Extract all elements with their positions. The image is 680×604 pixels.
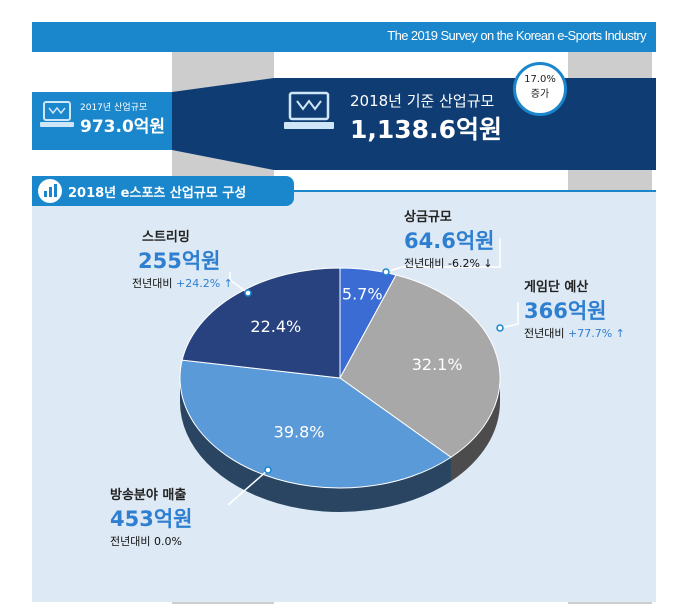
leader-line-team: [499, 302, 519, 329]
leader-dot-team: [496, 324, 504, 332]
callout-prize-amount: 64.6억원: [404, 229, 495, 253]
callout-team-amount: 366억원: [524, 299, 607, 323]
pie-label-prize: 5.7%: [342, 285, 383, 304]
callout-team-label: 게임단 예산: [524, 280, 589, 295]
callout-prize-yoy: 전년대비 -6.2% ↓: [404, 257, 493, 270]
callout-streaming: 스트리밍 255억원 전년대비 +24.2% ↑: [132, 226, 233, 291]
pie-slice-team: [339, 274, 501, 458]
growth-label: 증가: [530, 89, 550, 100]
pie-slice-streaming: [181, 267, 341, 379]
callout-prize: 상금규모 64.6억원 전년대비 -6.2% ↓: [404, 206, 494, 271]
growth-badge: 17.0% 증가: [513, 62, 567, 116]
callout-streaming-label: 스트리밍: [142, 230, 190, 245]
pie-slice-broadcast: [179, 359, 452, 489]
pie-label-streaming: 22.4%: [250, 317, 301, 336]
callout-broadcast-label: 방송분야 매출: [110, 488, 187, 503]
section-title: 2018년 e스포츠 산업규모 구성: [68, 186, 247, 201]
callout-streaming-amount: 255억원: [138, 249, 221, 273]
callout-team-yoy-value: +77.7% ↑: [567, 327, 625, 340]
leader-dot-streaming: [244, 289, 252, 297]
leader-dot-broadcast: [264, 466, 272, 474]
callout-prize-yoy-value: -6.2% ↓: [447, 257, 493, 270]
callout-broadcast-amount: 453억원: [110, 507, 193, 531]
callout-broadcast-yoy-value: 0.0%: [153, 535, 182, 548]
callout-broadcast: 방송분야 매출 453억원 전년대비 0.0%: [110, 484, 192, 549]
growth-pct: 17.0%: [524, 74, 556, 85]
leader-line-streaming: [229, 272, 249, 294]
header-title: The 2019 Survey on the Korean e-Sports I…: [387, 28, 646, 43]
callout-streaming-yoy: 전년대비 +24.2% ↑: [132, 277, 233, 290]
section-tab: 2018년 e스포츠 산업규모 구성: [32, 176, 294, 206]
callout-streaming-yoy-value: +24.2% ↑: [175, 277, 233, 290]
callout-team: 게임단 예산 366억원 전년대비 +77.7% ↑: [524, 276, 625, 341]
pie-side-team: [450, 378, 500, 482]
bar-chart-icon: [38, 179, 62, 203]
callout-broadcast-yoy: 전년대비 0.0%: [110, 535, 182, 548]
summary-2018-label: 2018년 기준 산업규모: [350, 92, 495, 110]
laptop-icon-2017: [40, 100, 74, 132]
summary-2017-label: 2017년 산업규모: [80, 103, 148, 113]
summary-2018-value: 1,138.6억원: [350, 115, 502, 144]
callout-prize-label: 상금규모: [404, 210, 452, 225]
leader-line-prize: [385, 238, 501, 273]
summary-2017-value: 973.0억원: [80, 117, 166, 137]
pie-label-broadcast: 39.8%: [274, 423, 325, 442]
laptop-icon-2018: [284, 90, 334, 136]
pie-label-team: 32.1%: [412, 355, 463, 374]
pie-side-broadcast: [180, 378, 451, 512]
callout-team-yoy: 전년대비 +77.7% ↑: [524, 327, 625, 340]
leader-line-broadcast: [227, 469, 269, 506]
leader-dot-prize: [382, 268, 390, 276]
header-bar: The 2019 Survey on the Korean e-Sports I…: [32, 22, 656, 52]
